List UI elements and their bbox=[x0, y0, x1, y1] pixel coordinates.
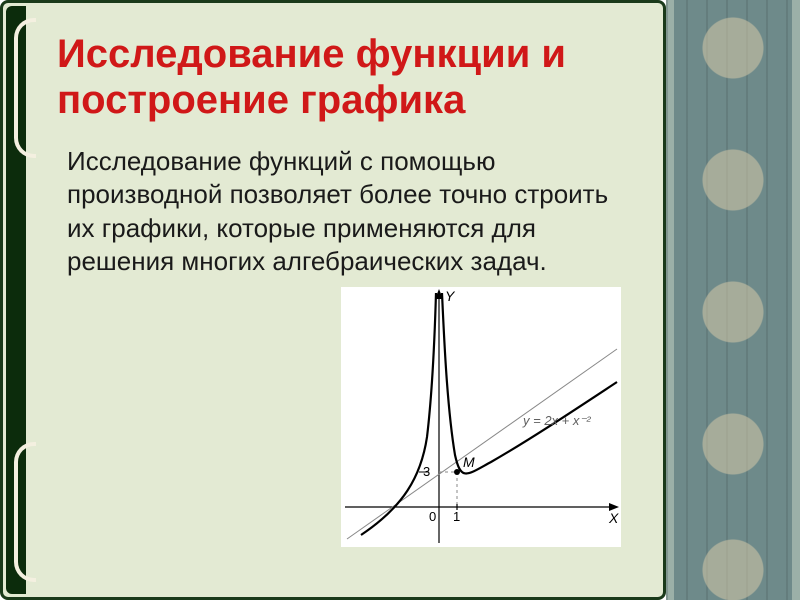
y-axis-label: Y bbox=[445, 288, 456, 304]
curve-left-branch bbox=[361, 293, 436, 535]
main-panel: Исследование функции и построение график… bbox=[0, 0, 666, 600]
chart-svg: Y X 0 1 3 M y = 2x + x⁻² bbox=[341, 287, 621, 547]
equation-label: y = 2x + x⁻² bbox=[522, 413, 591, 428]
function-chart: Y X 0 1 3 M y = 2x + x⁻² bbox=[341, 287, 621, 547]
slide-container: Исследование функции и построение график… bbox=[0, 0, 800, 600]
pattern-circles bbox=[666, 0, 800, 600]
curve-right-branch bbox=[442, 293, 617, 474]
slide-body-text: Исследование функций с помощью производн… bbox=[67, 145, 629, 278]
origin-label: 0 bbox=[429, 509, 436, 524]
bracket-decoration-bottom bbox=[14, 442, 36, 582]
point-m-label: M bbox=[463, 454, 475, 470]
content-area: Исследование функции и построение график… bbox=[57, 31, 629, 278]
side-decorative-pattern bbox=[666, 0, 800, 600]
asymptote-line bbox=[347, 349, 617, 539]
slide-title: Исследование функции и построение график… bbox=[57, 31, 629, 123]
left-accent-bar bbox=[6, 6, 26, 594]
x-axis-label: X bbox=[608, 510, 619, 526]
point-m bbox=[454, 469, 460, 475]
x-tick-1-label: 1 bbox=[453, 509, 460, 524]
bracket-decoration-top bbox=[14, 18, 36, 158]
